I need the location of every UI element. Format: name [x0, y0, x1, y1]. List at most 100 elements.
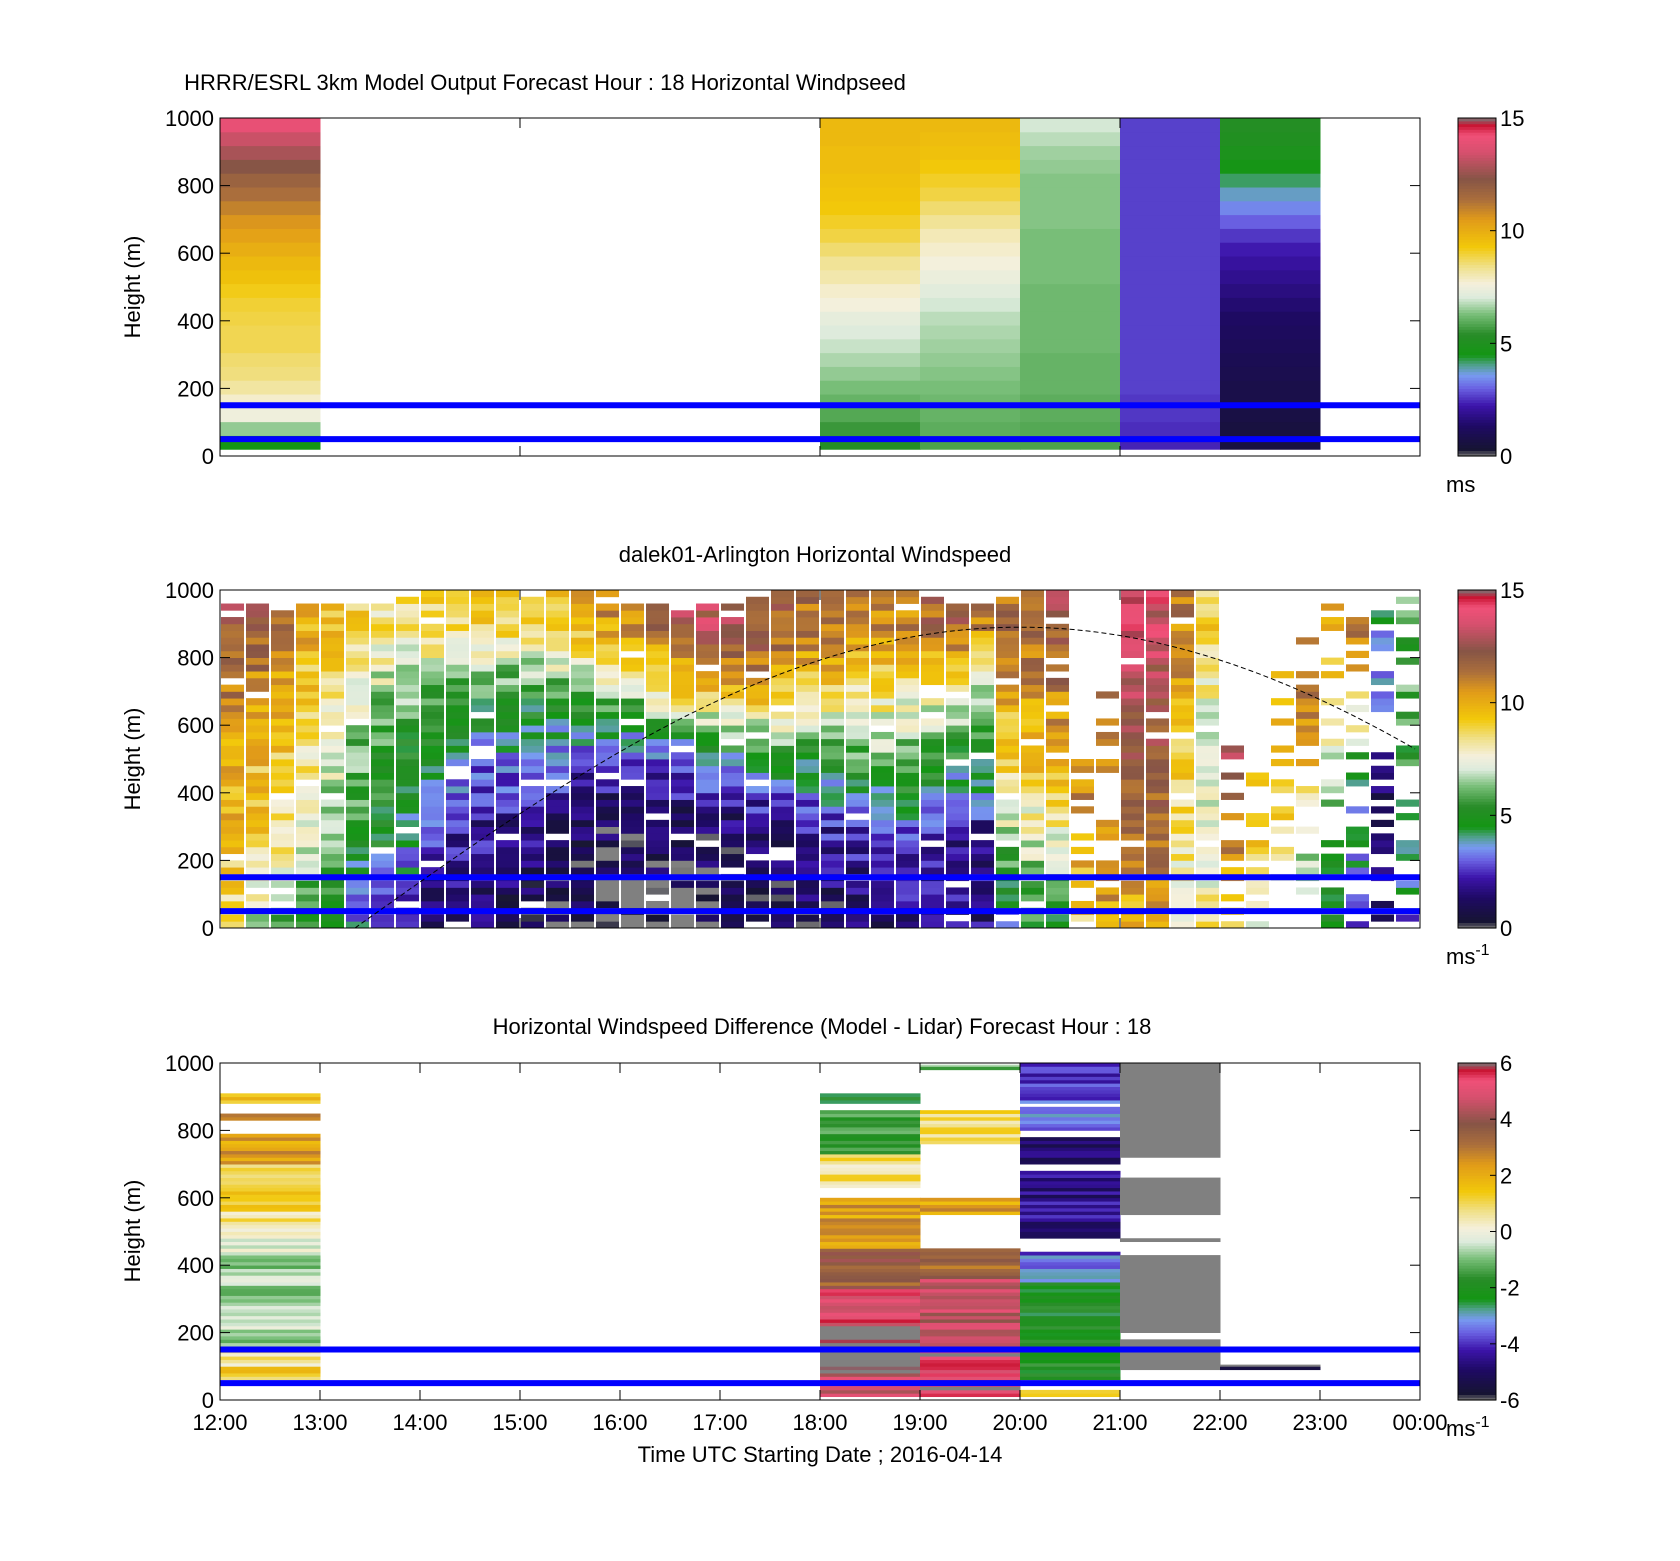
heatmap-cell [396, 806, 419, 814]
heatmap-cell [296, 759, 319, 767]
heatmap-cell [221, 671, 244, 679]
heatmap-cell [446, 644, 469, 652]
heatmap-cell [1220, 325, 1321, 340]
heatmap-cell [1196, 921, 1219, 929]
heatmap-cell [971, 725, 994, 733]
heatmap-cell [521, 846, 544, 855]
heatmap-cell [1346, 623, 1369, 631]
heatmap-cell [220, 1153, 321, 1158]
heatmap-cell [871, 819, 894, 827]
heatmap-cell [246, 684, 269, 692]
heatmap-cell [821, 853, 844, 861]
heatmap-cell [521, 752, 544, 760]
heatmap-cell [1120, 1110, 1221, 1114]
heatmap-cell [946, 819, 969, 827]
heatmap-cell [296, 914, 319, 922]
heatmap-cell [1196, 644, 1219, 652]
colorbar-swatch [1458, 1155, 1496, 1160]
heatmap-cell [1120, 1066, 1221, 1071]
heatmap-cell [1220, 187, 1321, 202]
heatmap-cell [921, 813, 944, 821]
heatmap-cell [321, 806, 344, 814]
heatmap-cell [896, 617, 919, 625]
heatmap-cell [846, 623, 869, 631]
heatmap-cell [371, 731, 394, 740]
heatmap-cell [221, 752, 244, 760]
heatmap-cell [1296, 671, 1319, 679]
heatmap-cell [246, 786, 269, 794]
heatmap-cell [820, 1167, 921, 1172]
heatmap-cell [871, 684, 894, 692]
heatmap-cell [1020, 1187, 1121, 1192]
heatmap-cell [1021, 657, 1044, 665]
heatmap-cell [821, 603, 844, 611]
heatmap-cell [546, 691, 569, 699]
heatmap-cell [446, 786, 469, 794]
heatmap-cell [921, 772, 944, 780]
heatmap-cell [446, 900, 469, 909]
heatmap-cell [1371, 704, 1394, 713]
heatmap-cell [621, 860, 644, 868]
heatmap-cell [571, 718, 594, 726]
colorbar-swatch [1458, 1105, 1496, 1109]
heatmap-cell [921, 698, 944, 706]
heatmap-cell [220, 1214, 321, 1219]
heatmap-cell [820, 159, 921, 174]
colorbar-swatch [1458, 1110, 1496, 1115]
heatmap-cell [821, 779, 844, 787]
heatmap-cell [220, 1207, 321, 1212]
heatmap-cell [1121, 718, 1144, 726]
heatmap-cell [721, 779, 744, 787]
heatmap-cell [621, 765, 644, 773]
heatmap-cell [1120, 1288, 1221, 1293]
heatmap-cell [396, 786, 419, 794]
heatmap-cell [721, 637, 744, 645]
heatmap-cell [1346, 664, 1369, 672]
heatmap-cell [421, 650, 444, 658]
heatmap-cell [1221, 813, 1244, 821]
heatmap-cell [346, 914, 369, 922]
heatmap-cell [646, 664, 669, 672]
colorbar-swatch [1458, 188, 1496, 192]
heatmap-cell [246, 623, 269, 631]
heatmap-cell [346, 745, 369, 753]
heatmap-cell [246, 894, 269, 902]
colorbar-tick-label: -4 [1500, 1332, 1520, 1357]
heatmap-cell [1196, 718, 1219, 726]
heatmap-cell [996, 698, 1019, 706]
heatmap-cell [1120, 1356, 1221, 1360]
heatmap-cell [1120, 242, 1221, 257]
colorbar-swatch [1458, 272, 1496, 277]
heatmap-cell [1196, 745, 1219, 753]
colorbar-swatch [1458, 680, 1496, 684]
heatmap-cell [871, 691, 894, 699]
heatmap-cell [1120, 1100, 1221, 1104]
colorbar-swatch [1458, 815, 1496, 819]
colorbar-swatch [1458, 287, 1496, 291]
heatmap-cell [920, 256, 1021, 271]
heatmap-cell [946, 657, 969, 665]
heatmap-cell [321, 610, 344, 618]
heatmap-cell [1371, 806, 1394, 814]
heatmap-cell [220, 1261, 321, 1266]
heatmap-cell [1021, 799, 1044, 807]
colorbar-swatch [1458, 699, 1496, 704]
heatmap-cell [696, 617, 719, 625]
heatmap-cell [1220, 380, 1321, 395]
heatmap-cell [971, 914, 994, 922]
heatmap-cell [446, 637, 469, 645]
heatmap-cell [971, 623, 994, 631]
heatmap-cell [696, 799, 719, 807]
heatmap-cell [296, 677, 319, 686]
heatmap-cell [721, 644, 744, 652]
heatmap-cell [396, 813, 419, 821]
heatmap-cell [471, 677, 494, 686]
heatmap-cell [220, 1278, 321, 1283]
heatmap-cell [920, 1255, 1021, 1259]
heatmap-cell [621, 772, 644, 780]
heatmap-cell [446, 738, 469, 746]
heatmap-cell [221, 657, 244, 665]
heatmap-cell [820, 380, 921, 395]
heatmap-cell [371, 806, 394, 814]
heatmap-cell [771, 738, 794, 746]
